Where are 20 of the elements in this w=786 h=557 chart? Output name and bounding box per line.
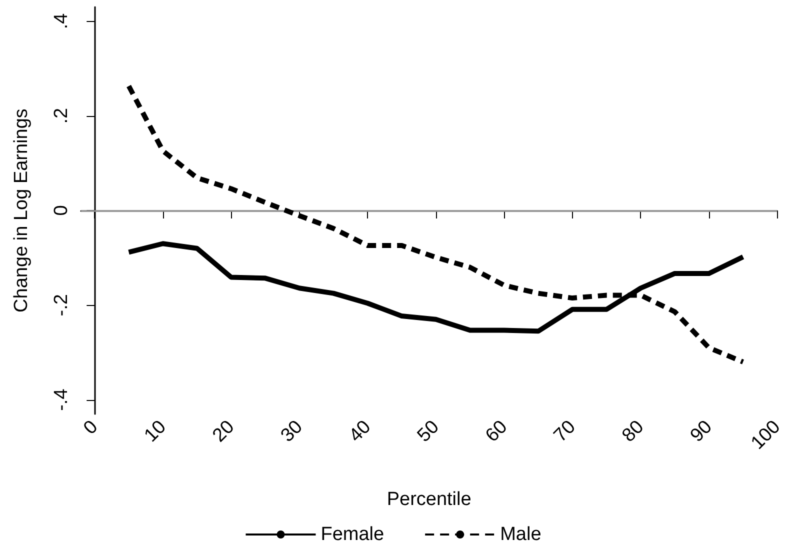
y-tick-label: .4: [51, 12, 72, 30]
y-tick-label: -.4: [51, 388, 72, 411]
x-tick-label: 90: [686, 416, 716, 446]
x-tick-label: 70: [550, 416, 580, 446]
y-axis-title: Change in Log Earnings: [11, 108, 32, 312]
x-tick-label: 20: [208, 416, 239, 446]
x-tick-label: 50: [414, 416, 444, 446]
y-tick-label: .2: [51, 108, 72, 124]
x-tick-label: 60: [482, 416, 512, 446]
y-tick-label: 0: [51, 205, 72, 216]
x-tick-label: 0: [80, 416, 102, 439]
x-tick-label: 80: [618, 416, 648, 446]
legend-label: Male: [500, 524, 542, 545]
x-axis-title: Percentile: [386, 489, 472, 510]
x-tick-label: 40: [345, 416, 376, 446]
legend-label: Female: [320, 524, 384, 545]
y-tick-label: -.2: [51, 294, 72, 316]
x-tick-label: 30: [277, 416, 307, 446]
x-tick-label: 10: [140, 416, 170, 446]
x-tick-label: 100: [747, 416, 785, 454]
